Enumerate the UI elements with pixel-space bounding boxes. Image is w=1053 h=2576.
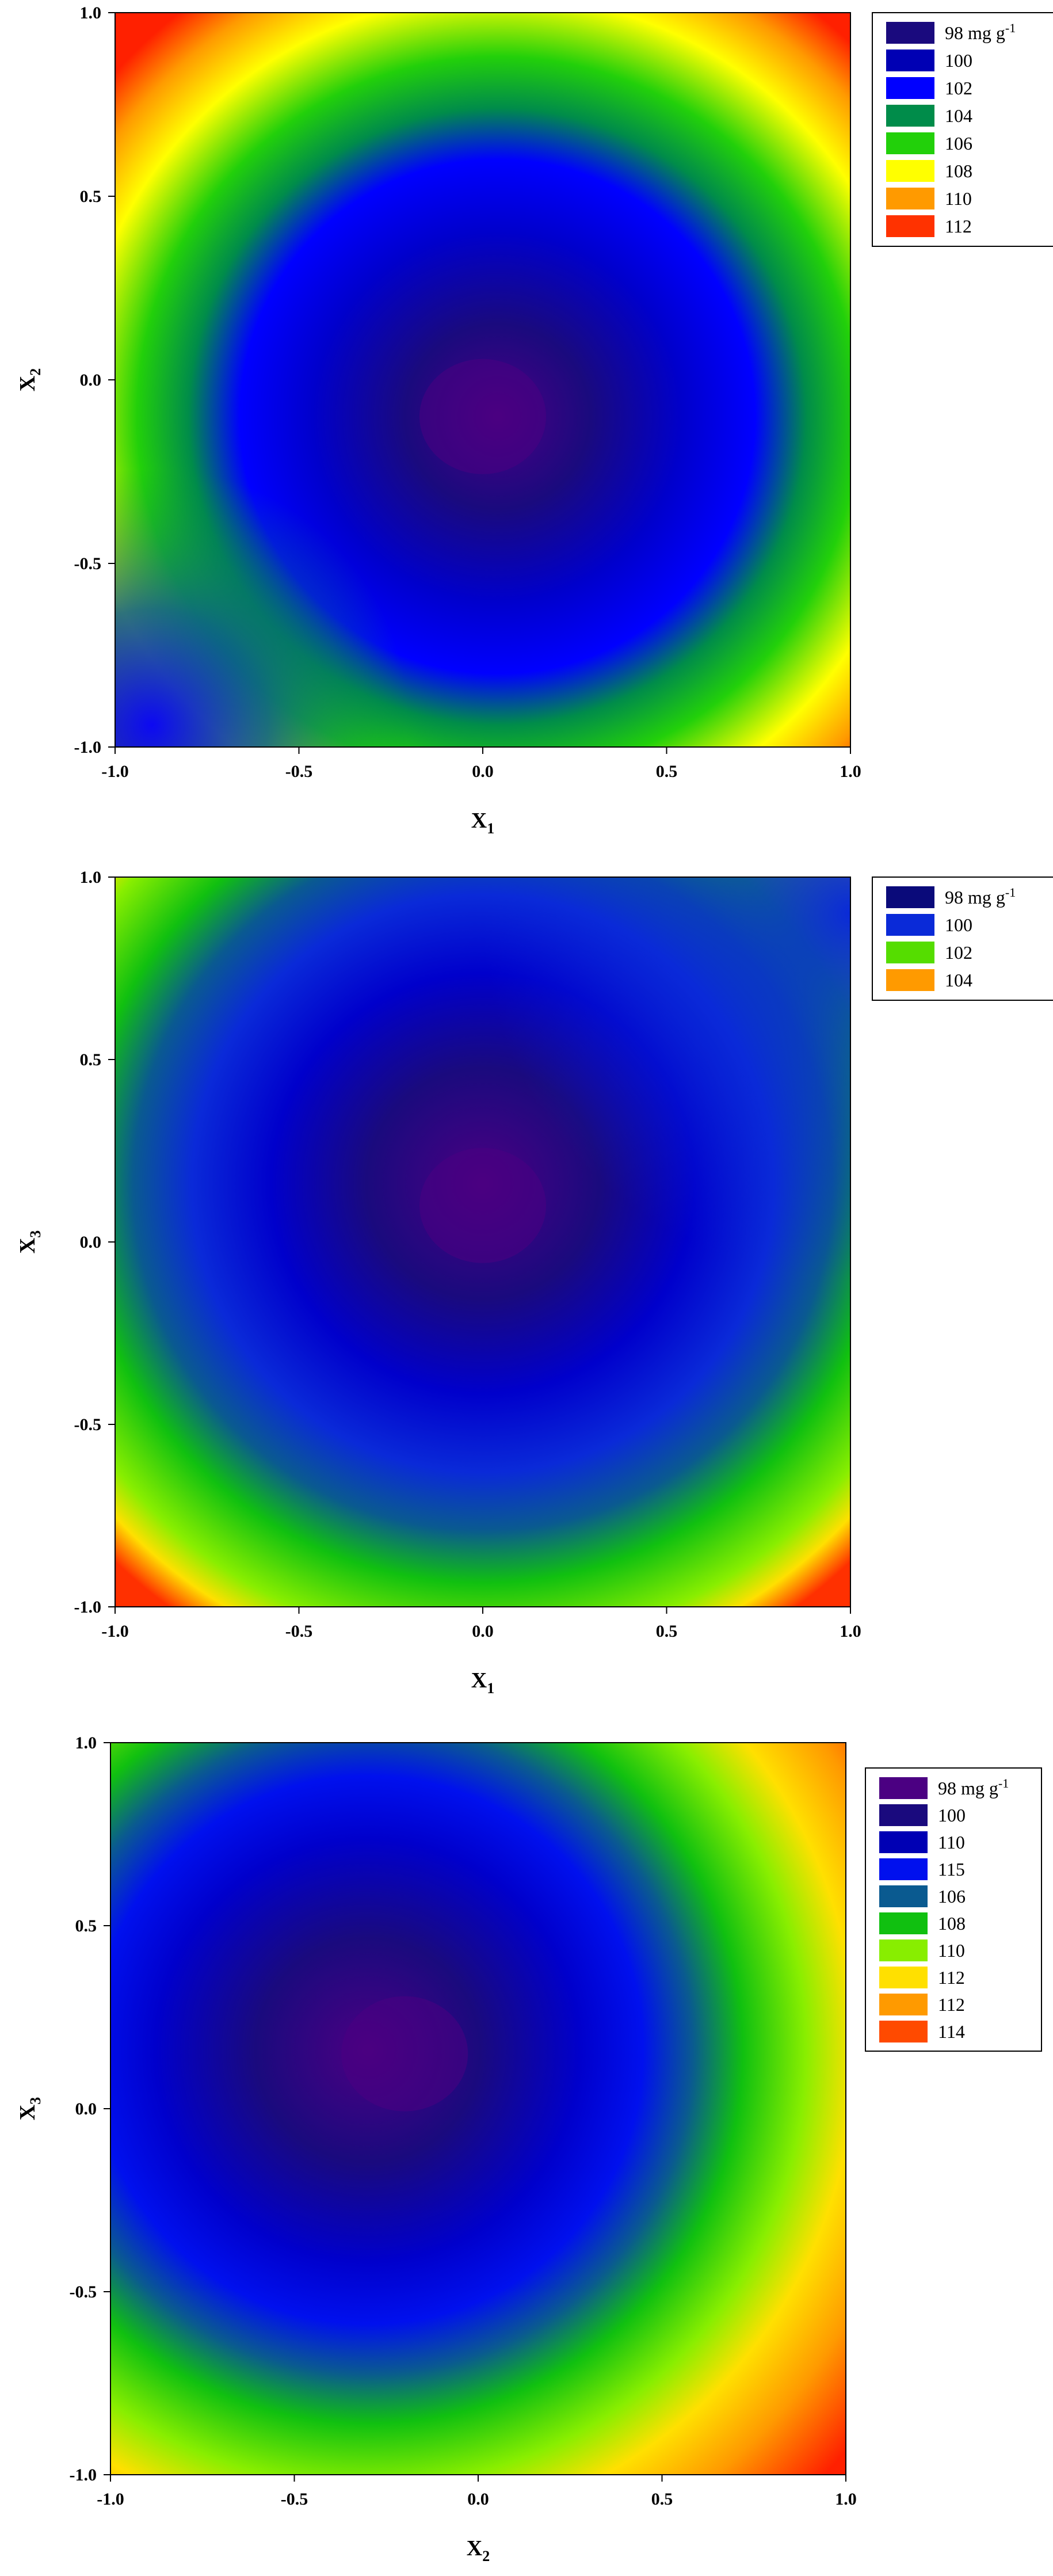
legend-label: 108 [938, 1913, 966, 1934]
legend-swatch [886, 132, 934, 154]
legend-label: 110 [938, 1940, 965, 1961]
y-axis-label: X2 [16, 368, 44, 391]
contour-chart-x1-x2: -1.0 -0.5 0.0 0.5 1.0 -1.0 -0.5 0.0 0.5 1.0 X1 X2 9… [0, 0, 1053, 859]
chart-svg: -1.0 -0.5 0.0 0.5 1.0 -1.0 -0.5 0.0 0.5 1.0 X2 X3 9… [16, 1733, 1042, 2564]
legend-label: 98 mg g-1 [938, 1776, 1009, 1798]
y-tick-label: -0.5 [70, 2282, 97, 2301]
legend-label: 100 [945, 914, 972, 935]
legend-swatch [886, 188, 934, 209]
legend-swatch [886, 22, 934, 44]
y-axis-label: X3 [16, 1230, 44, 1253]
x-tick-label: -1.0 [97, 2490, 124, 2509]
legend-label: 104 [945, 105, 972, 126]
y-tick-label: 1.0 [80, 3, 102, 22]
contour-minimum [419, 359, 546, 474]
legend-label: 106 [945, 133, 972, 154]
y-tick-label: 0.5 [80, 1050, 102, 1069]
x-tick-label: -0.5 [285, 1622, 313, 1641]
legend-swatch [879, 1994, 928, 2015]
legend-swatch [886, 77, 934, 99]
contour-minimum [419, 1148, 546, 1263]
x-axis-label: X1 [471, 1668, 494, 1697]
legend-swatch [886, 886, 934, 908]
legend-swatch [886, 942, 934, 963]
legend-label: 98 mg g-1 [945, 885, 1016, 908]
legend-label: 108 [945, 161, 972, 181]
x-tick-label: 0.5 [656, 1622, 678, 1641]
y-tick-label: 1.0 [80, 868, 102, 887]
legend-swatch [886, 49, 934, 71]
y-axis-label: X3 [16, 2097, 44, 2120]
y-tick-label: -1.0 [74, 738, 102, 757]
y-tick-label: -0.5 [74, 1415, 102, 1434]
contour-minimum [341, 1996, 468, 2112]
y-tick-label: 0.5 [75, 1916, 97, 1935]
legend-swatch [879, 1939, 928, 1961]
legend-label: 104 [945, 970, 972, 990]
legend-label: 112 [938, 1994, 965, 2015]
legend-label: 98 mg g-1 [945, 21, 1016, 43]
legend-swatch [879, 1912, 928, 1934]
legend-swatch [879, 1831, 928, 1853]
y-tick-label: -1.0 [74, 1598, 102, 1617]
x-tick-label: 1.0 [840, 1622, 861, 1641]
contour-chart-x2-x3: -1.0 -0.5 0.0 0.5 1.0 -1.0 -0.5 0.0 0.5 1.0 X2 X3 9… [0, 1717, 1053, 2576]
y-tick-label: -1.0 [70, 2466, 97, 2484]
x-axis-label: X1 [471, 809, 494, 837]
x-tick-label: -0.5 [281, 2490, 308, 2509]
legend-label: 106 [938, 1886, 966, 1907]
y-tick-label: 0.0 [80, 1233, 102, 1252]
legend-label: 115 [938, 1859, 965, 1880]
legend-label: 112 [945, 216, 972, 237]
legend-label: 112 [938, 1967, 965, 1988]
legend-swatch [886, 215, 934, 237]
legend-swatch [886, 914, 934, 936]
legend-box [872, 12, 1053, 247]
contour-chart-x1-x3: -1.0 -0.5 0.0 0.5 1.0 -1.0 -0.5 0.0 0.5 1.0 X1 X3 9… [0, 859, 1053, 1717]
legend-swatch [879, 1885, 928, 1907]
legend-swatch [879, 1967, 928, 1988]
y-tick-label: 1.0 [75, 1733, 97, 1752]
x-tick-label: 0.5 [656, 762, 678, 781]
contour-surface [110, 1743, 846, 2475]
x-tick-label: -0.5 [285, 762, 313, 781]
legend-label: 102 [945, 942, 972, 963]
y-tick-label: 0.0 [75, 2099, 97, 2118]
x-axis-label: X2 [467, 2536, 490, 2564]
x-tick-label: 0.0 [467, 2490, 489, 2509]
x-tick-label: 1.0 [835, 2490, 857, 2509]
legend-label: 102 [945, 78, 972, 98]
x-tick-label: 1.0 [840, 762, 861, 781]
x-tick-label: 0.0 [472, 1622, 494, 1641]
legend-label: 114 [938, 2021, 965, 2042]
legend-swatch [879, 1804, 928, 1826]
legend-label: 100 [945, 50, 972, 71]
legend-swatch [886, 105, 934, 127]
x-tick-label: -1.0 [101, 762, 129, 781]
legend-label: 110 [945, 188, 972, 209]
y-tick-label: -0.5 [74, 554, 102, 573]
legend-swatch [886, 160, 934, 182]
y-tick-label: 0.5 [80, 187, 102, 206]
chart-svg: -1.0 -0.5 0.0 0.5 1.0 -1.0 -0.5 0.0 0.5 1.0 X1 X3 9… [16, 868, 1053, 1697]
legend-swatch [879, 1777, 928, 1799]
legend-swatch [879, 1858, 928, 1880]
legend-label: 110 [938, 1832, 965, 1853]
legend-label: 100 [938, 1805, 966, 1826]
y-tick-label: 0.0 [80, 371, 102, 390]
x-tick-label: 0.5 [651, 2490, 673, 2509]
legend-swatch [886, 969, 934, 991]
x-tick-label: -1.0 [101, 1622, 129, 1641]
x-tick-label: 0.0 [472, 762, 494, 781]
chart-svg: -1.0 -0.5 0.0 0.5 1.0 -1.0 -0.5 0.0 0.5 1.0 X1 X2 9… [16, 3, 1053, 837]
legend-swatch [879, 2021, 928, 2042]
